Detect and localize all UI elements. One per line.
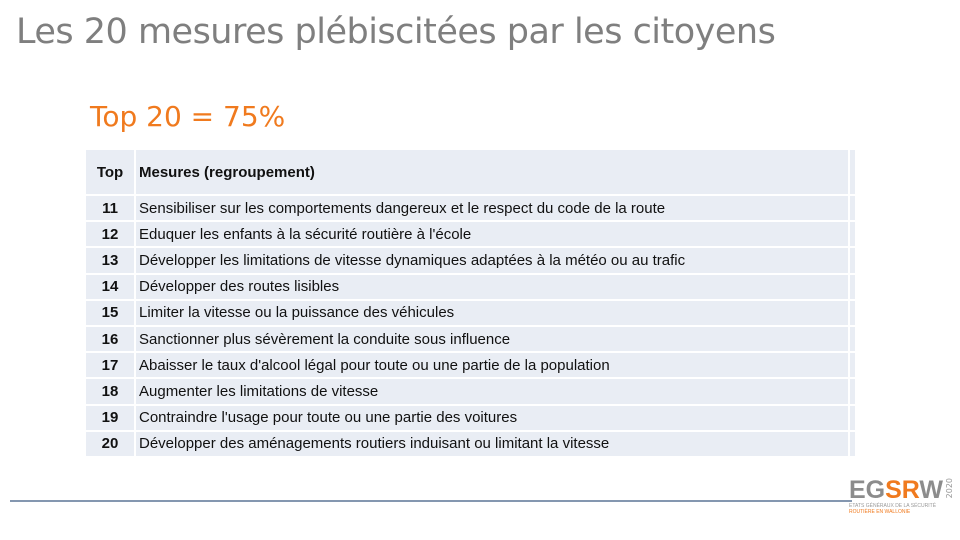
row-spacer xyxy=(848,248,855,273)
table-row: 19 Contraindre l'usage pour toute ou une … xyxy=(86,405,855,432)
header-measures: Mesures (regroupement) xyxy=(134,150,848,194)
row-spacer xyxy=(848,379,855,404)
logo-part-a: EG xyxy=(848,476,886,504)
row-spacer xyxy=(848,274,855,299)
table-row: 16 Sanctionner plus sévèrement la conduit… xyxy=(86,326,855,354)
row-rank: 12 xyxy=(101,225,119,243)
table-header: Top Mesures (regroupement) xyxy=(86,150,855,196)
logo-main: EGSRW ETATS GÉNÉRAUX DE LA SÉCURITÉ ROUT… xyxy=(848,478,943,516)
row-spacer xyxy=(848,300,855,325)
row-measure: Eduquer les enfants à la sécurité routiè… xyxy=(134,222,848,247)
table-row: 20 Développer des aménagements routiers i… xyxy=(86,431,855,458)
row-rank: 14 xyxy=(101,278,119,296)
row-measure: Abaisser le taux d'alcool légal pour tou… xyxy=(134,353,848,378)
header-top: Top xyxy=(96,163,124,181)
row-rank: 11 xyxy=(102,199,118,217)
logo-part-b: SR xyxy=(885,476,920,504)
row-measure: Développer des routes lisibles xyxy=(134,274,848,299)
row-spacer xyxy=(848,222,855,247)
row-spacer xyxy=(848,196,855,221)
row-rank: 13 xyxy=(101,251,119,269)
measures-table: Top Mesures (regroupement) 11 Sensibilise… xyxy=(86,150,855,458)
table-row: 15 Limiter la vitesse ou la puissance des… xyxy=(86,300,855,327)
row-rank: 16 xyxy=(101,330,119,348)
row-measure: Contraindre l'usage pour toute ou une pa… xyxy=(134,405,848,430)
logo-part-c: W xyxy=(919,476,943,504)
row-measure: Sanctionner plus sévèrement la conduite … xyxy=(134,326,848,352)
table-row: 17 Abaisser le taux d'alcool légal pour t… xyxy=(86,353,855,380)
row-measure: Développer des aménagements routiers ind… xyxy=(134,431,848,456)
row-rank: 15 xyxy=(101,304,119,322)
logo-tagline-1: ETATS GÉNÉRAUX DE LA SÉCURITÉ xyxy=(848,503,937,509)
row-measure: Limiter la vitesse ou la puissance des v… xyxy=(134,300,848,325)
table-row: 18 Augmenter les limitations de vitesse xyxy=(86,379,855,406)
row-measure: Développer les limitations de vitesse dy… xyxy=(134,248,848,273)
table-row: 12 Eduquer les enfants à la sécurité rout… xyxy=(86,222,855,249)
table-body: 11 Sensibiliser sur les comportements dan… xyxy=(86,196,855,458)
row-measure: Augmenter les limitations de vitesse xyxy=(134,379,848,404)
logo-year: 2020 xyxy=(945,478,954,499)
row-spacer xyxy=(848,326,855,352)
subtitle: Top 20 = 75% xyxy=(90,100,286,133)
table-row: 13 Développer les limitations de vitesse … xyxy=(86,248,855,275)
row-spacer xyxy=(848,353,855,378)
row-rank: 18 xyxy=(101,382,119,400)
row-spacer xyxy=(848,405,855,430)
table-row: 14 Développer des routes lisibles xyxy=(86,274,855,301)
table-row: 11 Sensibiliser sur les comportements dan… xyxy=(86,196,855,223)
row-rank: 19 xyxy=(101,409,119,427)
row-spacer xyxy=(848,431,855,456)
logo-wordmark: EGSRW xyxy=(849,478,943,503)
row-measure: Sensibiliser sur les comportements dange… xyxy=(134,196,848,221)
egsrw-logo: EGSRW ETATS GÉNÉRAUX DE LA SÉCURITÉ ROUT… xyxy=(848,478,954,516)
row-rank: 20 xyxy=(101,435,119,453)
header-spacer xyxy=(848,150,855,194)
page-title: Les 20 mesures plébiscitées par les cito… xyxy=(16,12,776,52)
row-rank: 17 xyxy=(101,356,119,374)
logo-tagline-2: ROUTIÈRE EN WALLONIE xyxy=(848,509,911,515)
footer-rule xyxy=(10,500,852,502)
